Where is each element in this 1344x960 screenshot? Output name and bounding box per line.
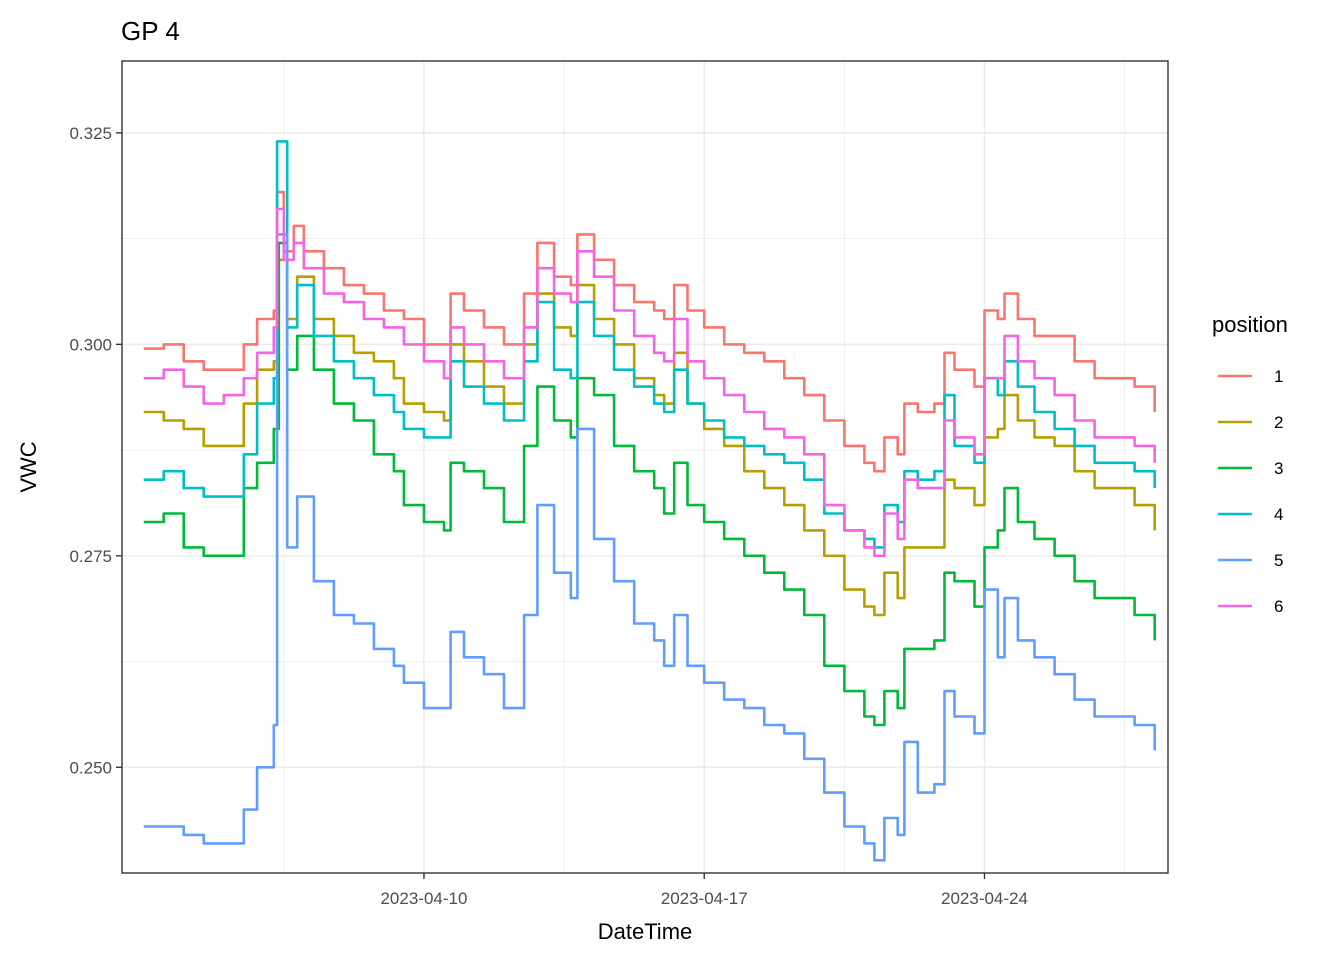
- legend-label-4: 4: [1274, 505, 1283, 524]
- legend: position 1 2 3 4 5 6: [1212, 312, 1288, 616]
- chart-title: GP 4: [121, 16, 180, 46]
- x-axis-title: DateTime: [598, 919, 693, 944]
- y-tick-label: 0.250: [69, 758, 112, 777]
- y-tick-label: 0.325: [69, 124, 112, 143]
- x-tick-label: 2023-04-24: [941, 889, 1028, 908]
- legend-item-5: 5: [1218, 551, 1283, 570]
- series-line-3: [143, 241, 1156, 727]
- y-tick-label: 0.300: [69, 335, 112, 354]
- legend-item-2: 2: [1218, 413, 1283, 432]
- legend-items: 1 2 3 4 5 6: [1218, 367, 1283, 616]
- y-axis: 0.250 0.275 0.300 0.325: [69, 124, 122, 777]
- series-line-5: [143, 233, 1156, 862]
- plot-panel-border: [121, 60, 1169, 874]
- legend-label-3: 3: [1274, 459, 1283, 478]
- series-line-6: [143, 207, 1156, 558]
- legend-item-4: 4: [1218, 505, 1283, 524]
- plot-area: [121, 60, 1169, 874]
- legend-item-3: 3: [1218, 459, 1283, 478]
- legend-label-1: 1: [1274, 367, 1283, 386]
- series-line-1: [143, 190, 1156, 473]
- x-axis: 2023-04-10 2023-04-17 2023-04-24: [380, 873, 1028, 908]
- legend-label-6: 6: [1274, 597, 1283, 616]
- legend-label-5: 5: [1274, 551, 1283, 570]
- legend-item-6: 6: [1218, 597, 1283, 616]
- x-tick-label: 2023-04-10: [380, 889, 467, 908]
- legend-title: position: [1212, 312, 1288, 337]
- legend-label-2: 2: [1274, 413, 1283, 432]
- legend-item-1: 1: [1218, 367, 1283, 386]
- y-axis-title: VWC: [16, 441, 41, 492]
- plot-panel-background: [122, 61, 1168, 873]
- x-tick-label: 2023-04-17: [661, 889, 748, 908]
- series-line-4: [143, 140, 1156, 549]
- y-tick-label: 0.275: [69, 547, 112, 566]
- series-lines: [143, 140, 1156, 862]
